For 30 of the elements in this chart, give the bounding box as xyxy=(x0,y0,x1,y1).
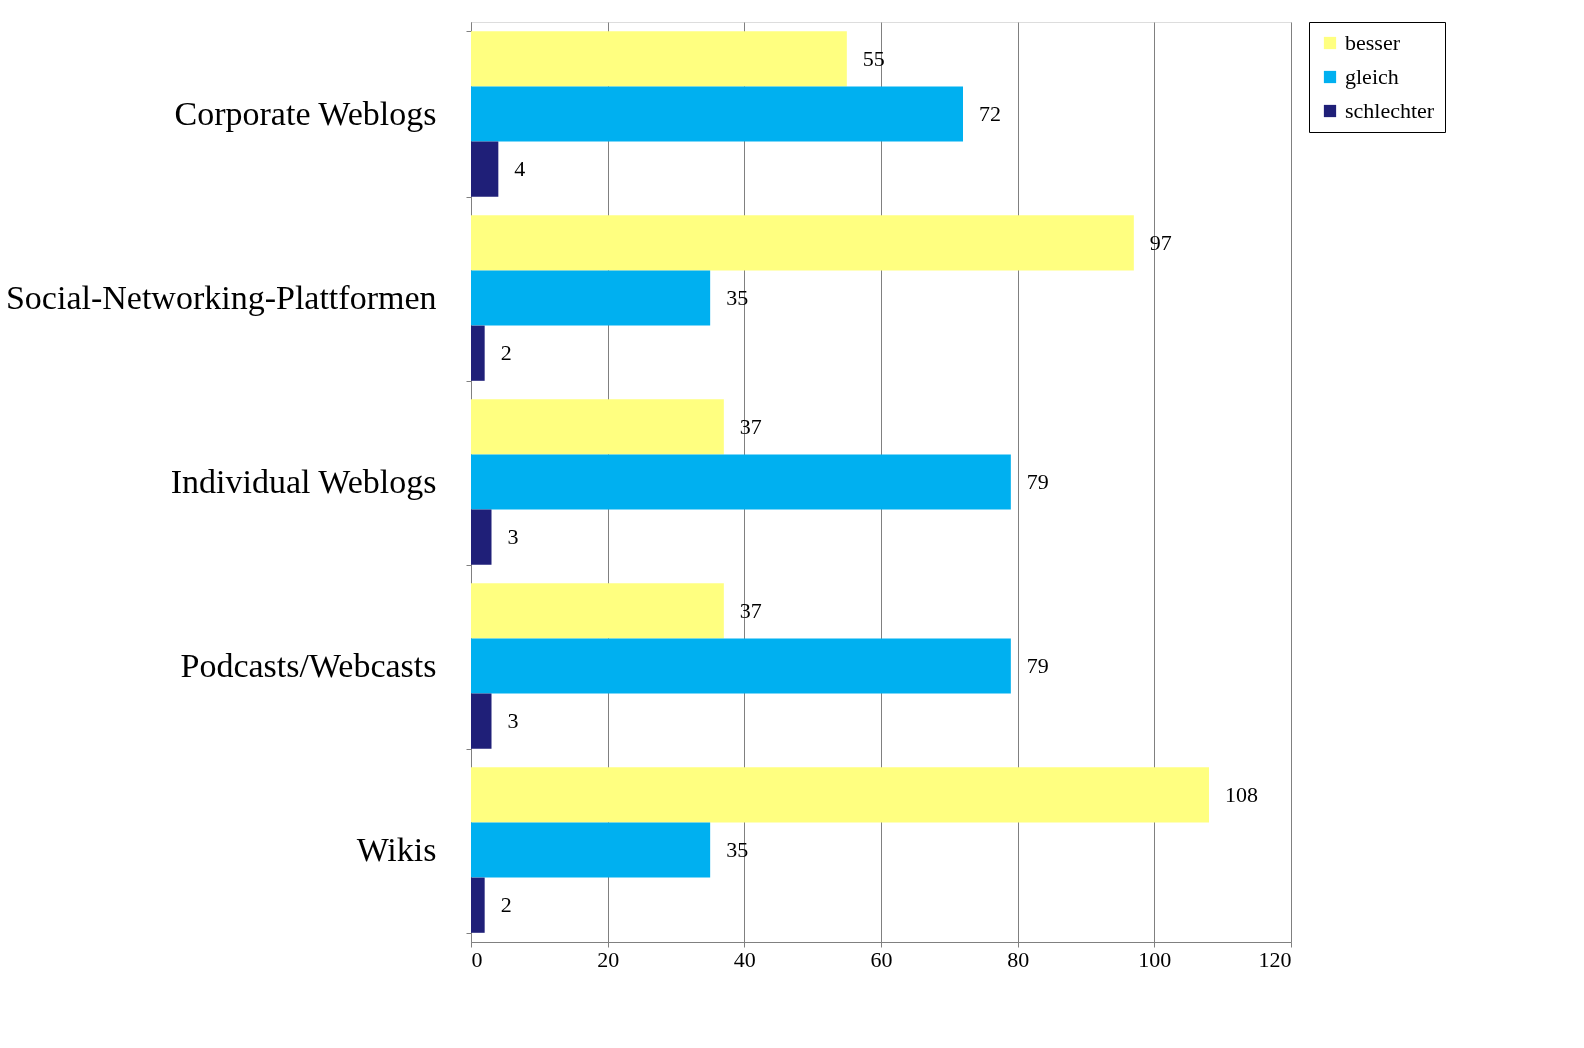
y-tick-label: Social-Networking-Plattformen xyxy=(5,278,437,316)
data-label: 4 xyxy=(514,156,526,182)
data-label: 55 xyxy=(862,45,885,71)
x-tick-label: 20 xyxy=(597,946,620,972)
data-label: 37 xyxy=(739,597,762,623)
y-tick-label: Wikis xyxy=(356,830,437,868)
data-label: 108 xyxy=(1225,781,1258,807)
x-tick-label: 0 xyxy=(471,946,483,972)
data-label: 2 xyxy=(500,892,512,918)
x-tick-label: 60 xyxy=(870,946,893,972)
data-label: 35 xyxy=(726,837,749,862)
data-label: 37 xyxy=(739,413,762,439)
x-tick-label: 100 xyxy=(1138,946,1172,972)
legend-label: besser xyxy=(1345,30,1401,55)
data-label: 79 xyxy=(1026,653,1049,678)
legend-label: schlechter xyxy=(1345,98,1435,123)
y-tick-label: Corporate Weblogs xyxy=(174,94,437,132)
data-label: 3 xyxy=(507,524,519,550)
x-tick-label: 40 xyxy=(733,946,756,972)
legend-label: gleich xyxy=(1345,64,1399,89)
data-label: 3 xyxy=(507,708,519,734)
data-label: 35 xyxy=(726,285,749,310)
x-tick-label: 120 xyxy=(1258,946,1292,972)
x-tick-label: 80 xyxy=(1007,946,1030,972)
data-label: 2 xyxy=(500,340,512,366)
y-tick-label: Podcasts/Webcasts xyxy=(180,646,437,684)
data-label: 97 xyxy=(1149,229,1172,255)
data-label: 72 xyxy=(979,101,1001,126)
y-tick-label: Individual Weblogs xyxy=(170,462,437,500)
data-label: 79 xyxy=(1026,469,1049,494)
